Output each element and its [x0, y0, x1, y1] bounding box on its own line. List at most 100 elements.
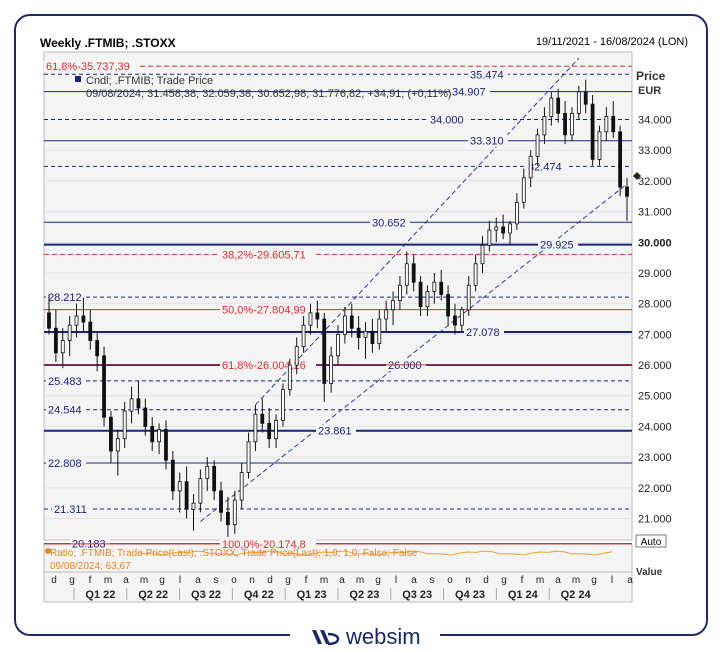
ratio-dot-icon	[45, 548, 51, 554]
candle-body	[74, 315, 79, 326]
x-quarter-label: Q1 22	[85, 589, 115, 601]
x-quarter-label: Q2 23	[349, 589, 379, 601]
candle-body	[473, 263, 478, 286]
x-quarter-label: Q2 24	[561, 589, 592, 601]
candle-body	[542, 116, 547, 136]
plot-area[interactable]	[43, 51, 633, 541]
y-tick-label: 28.000	[638, 299, 672, 311]
candle-body	[177, 481, 182, 492]
candle-body	[301, 324, 306, 348]
x-month-label: a	[195, 575, 201, 586]
ratio-panel[interactable]	[43, 543, 633, 573]
candle-body	[122, 410, 127, 440]
level-label: 32.474	[528, 161, 562, 173]
candle-body	[590, 103, 595, 160]
level-label-bg	[46, 374, 86, 387]
candle-body	[480, 244, 485, 265]
y-axis-unit: EUR	[638, 85, 661, 97]
candle-body	[494, 226, 499, 231]
candle-body	[370, 330, 375, 344]
x-month-label: g	[375, 575, 381, 586]
x-month-label: f	[89, 575, 92, 586]
candle-body	[398, 284, 402, 302]
fib-label-bg	[44, 60, 140, 73]
y-tick-label: 30.000	[638, 237, 672, 249]
candle-body	[184, 481, 189, 510]
x-month-label: g	[285, 575, 291, 586]
x-month-label: l	[611, 575, 613, 586]
candle-body	[453, 315, 457, 326]
x-month-label: d	[483, 575, 489, 586]
x-month-label: g	[159, 575, 165, 586]
x-month-label: l	[395, 575, 397, 586]
brand-name: websim	[345, 624, 421, 649]
fib-label: 61,8%-26.004,26	[222, 360, 306, 372]
ratio-axis-label: Value	[636, 567, 663, 578]
x-month-label: m	[536, 575, 544, 586]
y-tick-label: 33.000	[638, 145, 672, 157]
x-month-label: m	[572, 575, 580, 586]
x-month-label: m	[356, 575, 364, 586]
candle-body	[576, 91, 581, 114]
x-month-label: g	[501, 575, 507, 586]
candle-body	[521, 177, 526, 203]
candle-body	[611, 116, 616, 133]
candle-body	[315, 312, 320, 320]
candle-body	[81, 315, 86, 323]
candle-body	[625, 186, 629, 197]
candle-body	[287, 364, 292, 391]
candle-body	[212, 465, 217, 492]
candle-body	[391, 300, 395, 311]
level-label: 30.652	[372, 217, 406, 229]
x-quarter-label: Q4 22	[244, 589, 274, 601]
candle-body	[115, 438, 120, 452]
x-month-label: f	[305, 575, 308, 586]
x-month-label: n	[465, 575, 471, 586]
candle-body	[329, 355, 334, 384]
level-label: 24.544	[48, 405, 82, 417]
x-month-label: s	[430, 575, 435, 586]
fib-label-bg	[220, 537, 316, 550]
chart-title: Weekly .FTMIB; .STOXX	[40, 36, 176, 50]
x-month-label: n	[249, 575, 255, 586]
fib-label: 38,2%-29.605,71	[222, 249, 306, 261]
legend-series: Cndl; .FTMIB; Trade Price	[86, 75, 213, 87]
candle-body	[425, 290, 430, 308]
x-month-label: m	[320, 575, 328, 586]
x-month-label: g	[591, 575, 597, 586]
fib-label: 100,0%-20.174,8	[222, 539, 306, 551]
candle-body	[446, 294, 450, 317]
y-tick-label: 32.000	[638, 176, 672, 188]
candle-body	[549, 97, 554, 117]
candle-body	[274, 419, 278, 440]
y-tick-label: 23.000	[638, 452, 672, 464]
fib-label: 61,8%-35.737,39	[46, 61, 130, 73]
candle-body	[294, 346, 299, 366]
level-label-bg	[46, 403, 86, 416]
candle-body	[535, 134, 540, 157]
y-tick-label: 22.000	[638, 483, 672, 495]
candle-body	[528, 155, 533, 179]
level-label: 34.907	[452, 87, 486, 99]
candle-body	[205, 465, 210, 480]
fib-label-bg	[220, 358, 316, 371]
auto-scale-label: Auto	[641, 537, 662, 548]
candle-body	[136, 398, 141, 409]
candle-body	[53, 327, 58, 354]
candle-body	[308, 312, 313, 326]
x-month-label: a	[627, 575, 633, 586]
y-tick-label: 31.000	[638, 207, 672, 219]
candle-body	[459, 309, 464, 326]
candle-body	[281, 389, 285, 421]
candle-body	[597, 131, 602, 160]
level-label: 28.212	[48, 292, 82, 304]
candle-body	[232, 499, 237, 526]
auto-scale-button[interactable]	[635, 534, 667, 548]
candle-body	[253, 413, 258, 443]
candle-body	[556, 97, 561, 114]
candle-body	[164, 429, 168, 461]
level-label-bg	[52, 502, 92, 515]
x-quarter-label: Q1 23	[297, 589, 327, 601]
candle-body	[377, 318, 382, 344]
